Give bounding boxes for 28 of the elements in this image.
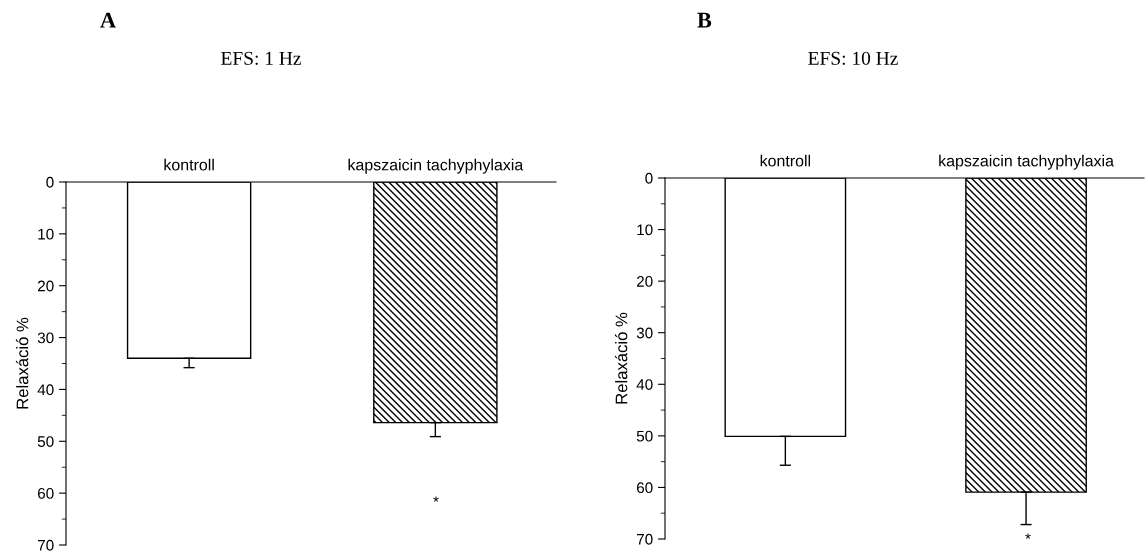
x-tick-label: kapszaicin tachyphylaxia bbox=[939, 154, 1114, 170]
y-tick-label: 0 bbox=[46, 176, 54, 188]
text: A bbox=[100, 12, 116, 28]
y-axis-title: Relaxáció % bbox=[15, 317, 29, 409]
y-tick-label: 60 bbox=[37, 488, 54, 499]
y-tick-label: 40 bbox=[636, 379, 653, 390]
y-tick-label: 50 bbox=[636, 430, 653, 442]
y-tick-label: 30 bbox=[37, 332, 54, 344]
y-tick-label: 0 bbox=[645, 172, 653, 184]
y-tick-label: 70 bbox=[636, 533, 653, 545]
text: B bbox=[697, 12, 712, 28]
chart-title: EFS: 1 Hz bbox=[221, 51, 301, 65]
y-tick-label: 40 bbox=[37, 384, 54, 396]
annotation: * bbox=[1025, 533, 1031, 539]
y-tick-label: 70 bbox=[37, 539, 54, 551]
y-axis-title: Relaxáció % bbox=[614, 312, 628, 404]
chart-title: EFS: 10 Hz bbox=[808, 51, 898, 65]
y-tick-label: 60 bbox=[636, 482, 653, 494]
y-tick-label: 50 bbox=[37, 436, 54, 447]
y-tick-label: 30 bbox=[636, 327, 653, 339]
y-tick-label: 10 bbox=[637, 224, 653, 236]
x-tick-label: kontroll bbox=[164, 158, 214, 171]
annotation: * bbox=[433, 496, 439, 502]
y-tick-label: 20 bbox=[37, 280, 54, 292]
x-tick-label: kontroll bbox=[760, 154, 811, 167]
y-tick-label: 20 bbox=[636, 276, 653, 287]
y-tick-label: 10 bbox=[38, 228, 54, 240]
x-tick-label: kapszaicin tachyphylaxia bbox=[348, 158, 524, 174]
